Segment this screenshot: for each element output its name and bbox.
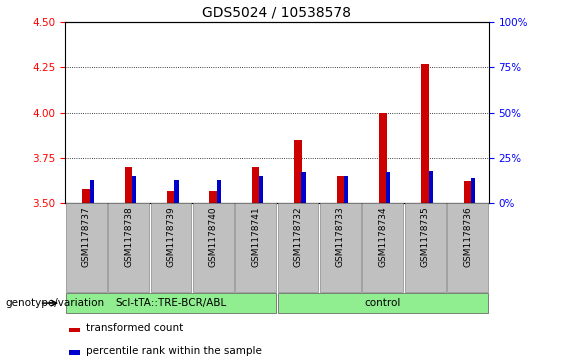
Bar: [344, 176, 348, 203]
FancyBboxPatch shape: [405, 203, 446, 292]
Text: GSM1178732: GSM1178732: [294, 206, 302, 266]
Bar: [89, 180, 94, 203]
FancyBboxPatch shape: [235, 203, 276, 292]
FancyBboxPatch shape: [66, 203, 107, 292]
FancyBboxPatch shape: [150, 203, 191, 292]
Bar: [174, 180, 179, 203]
Text: GSM1178738: GSM1178738: [124, 206, 133, 267]
Bar: [464, 182, 471, 203]
Bar: [429, 171, 433, 203]
Text: GSM1178739: GSM1178739: [167, 206, 175, 267]
FancyBboxPatch shape: [193, 203, 234, 292]
Bar: [210, 191, 217, 203]
Text: GSM1178740: GSM1178740: [209, 206, 218, 266]
Bar: [69, 328, 80, 332]
Bar: [294, 140, 302, 203]
FancyBboxPatch shape: [447, 203, 488, 292]
Bar: [217, 180, 221, 203]
Text: GSM1178735: GSM1178735: [421, 206, 429, 267]
Text: Scl-tTA::TRE-BCR/ABL: Scl-tTA::TRE-BCR/ABL: [115, 298, 227, 308]
Bar: [259, 176, 263, 203]
Bar: [471, 178, 475, 203]
Bar: [252, 167, 259, 203]
Bar: [82, 189, 90, 203]
FancyBboxPatch shape: [66, 293, 276, 313]
Bar: [421, 64, 429, 203]
FancyBboxPatch shape: [320, 203, 360, 292]
Text: GSM1178733: GSM1178733: [336, 206, 345, 267]
Text: transformed count: transformed count: [86, 323, 184, 333]
Text: GSM1178737: GSM1178737: [82, 206, 90, 267]
Title: GDS5024 / 10538578: GDS5024 / 10538578: [202, 5, 351, 19]
FancyBboxPatch shape: [363, 203, 403, 292]
Text: GSM1178741: GSM1178741: [251, 206, 260, 266]
Bar: [386, 172, 390, 203]
FancyBboxPatch shape: [278, 293, 488, 313]
Bar: [132, 176, 136, 203]
Bar: [125, 167, 132, 203]
Bar: [302, 172, 306, 203]
Text: GSM1178736: GSM1178736: [463, 206, 472, 267]
Text: control: control: [364, 298, 401, 308]
Bar: [379, 113, 386, 203]
Bar: [167, 191, 175, 203]
FancyBboxPatch shape: [108, 203, 149, 292]
Text: GSM1178734: GSM1178734: [379, 206, 387, 266]
Bar: [69, 350, 80, 355]
Bar: [337, 176, 344, 203]
FancyBboxPatch shape: [278, 203, 319, 292]
Text: genotype/variation: genotype/variation: [6, 298, 105, 308]
Text: percentile rank within the sample: percentile rank within the sample: [86, 346, 262, 356]
